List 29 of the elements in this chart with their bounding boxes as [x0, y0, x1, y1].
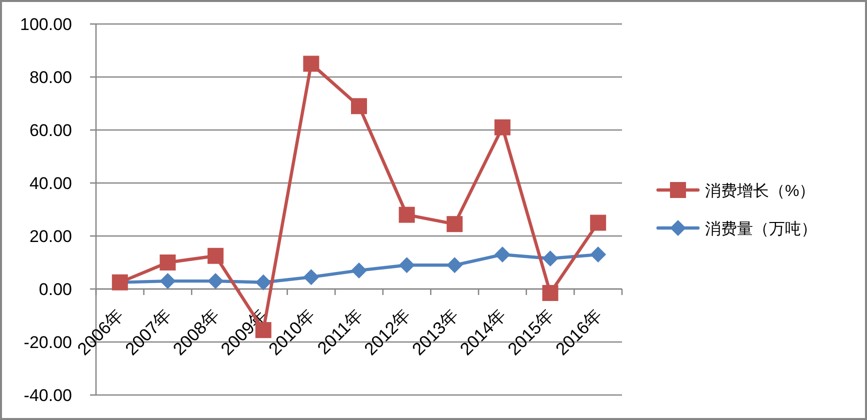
y-tick-label: 80.00 [29, 68, 72, 87]
point [446, 216, 463, 232]
point [542, 250, 558, 267]
y-tick-label: 40.00 [29, 174, 72, 193]
point [494, 246, 510, 263]
point [303, 56, 320, 72]
point [398, 206, 415, 223]
point [303, 269, 320, 286]
point [590, 246, 606, 263]
point [255, 274, 272, 290]
point [208, 273, 224, 290]
y-tick-label: 100.00 [20, 15, 72, 34]
point [398, 257, 415, 274]
point [494, 119, 510, 136]
y-tick-label: 20.00 [29, 227, 72, 246]
legend-label: 消费量（万吨） [705, 220, 817, 238]
point [542, 284, 558, 301]
legend-label: 消费增长（%） [705, 182, 816, 200]
point [160, 273, 176, 290]
y-tick-label: 0.00 [38, 280, 72, 299]
y-tick-label: -20.00 [24, 333, 72, 352]
point [351, 98, 367, 114]
y-tick-label: 60.00 [29, 121, 72, 140]
point [351, 262, 367, 278]
point [446, 257, 463, 274]
y-tick-label: -40.00 [24, 386, 72, 405]
point [160, 254, 176, 270]
point [208, 248, 224, 264]
point [590, 214, 606, 231]
